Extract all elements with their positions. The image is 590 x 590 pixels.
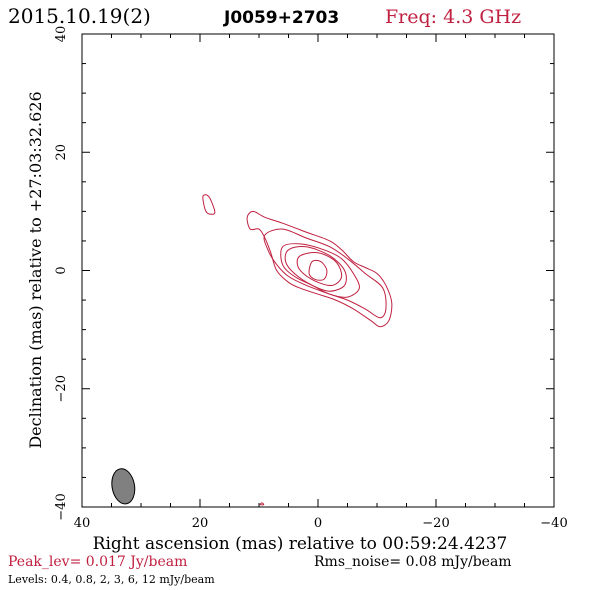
contour-level-0-4	[246, 210, 393, 328]
source-name: J0059+2703	[223, 8, 339, 28]
peak-level: Peak_lev= 0.017 Jy/beam	[8, 554, 187, 570]
axis-tick-labels: 40 20 0 −20 −40 40 20 0 −20 −40	[54, 26, 568, 531]
beam-ellipse	[111, 468, 136, 505]
x-tick-label: 0	[314, 516, 322, 531]
y-tick-label: −20	[54, 375, 69, 402]
contour-level-3	[284, 246, 347, 292]
contour-lines	[202, 194, 393, 506]
observation-date: 2015.10.19(2)	[8, 4, 151, 28]
x-tick-label: −20	[422, 516, 449, 531]
contour-level-0-4	[259, 502, 265, 506]
x-tick-label: 40	[74, 516, 91, 531]
contour-level-2	[280, 243, 360, 298]
contour-level-0-8	[263, 228, 387, 319]
x-axis-label: Right ascension (mas) relative to 00:59:…	[93, 534, 508, 554]
y-tick-label: 0	[54, 266, 69, 274]
y-tick-label: −40	[54, 493, 69, 520]
y-tick-label: 20	[54, 144, 69, 161]
contour-level-6	[296, 252, 343, 287]
frequency-label: Freq: 4.3 GHz	[385, 6, 521, 28]
rms-noise: Rms_noise= 0.08 mJy/beam	[314, 554, 512, 570]
y-tick-label: 40	[54, 26, 69, 43]
plot-frame	[81, 33, 555, 508]
contour-level-12	[308, 259, 328, 281]
x-tick-label: −40	[540, 516, 567, 531]
contour-level-0-4	[202, 194, 216, 215]
axis-ticks	[81, 33, 555, 508]
x-tick-label: 20	[192, 516, 209, 531]
contour-levels: Levels: 0.4, 0.8, 2, 3, 6, 12 mJy/beam	[8, 573, 215, 586]
y-axis-label: Declination (mas) relative to +27:03:32.…	[26, 91, 45, 448]
